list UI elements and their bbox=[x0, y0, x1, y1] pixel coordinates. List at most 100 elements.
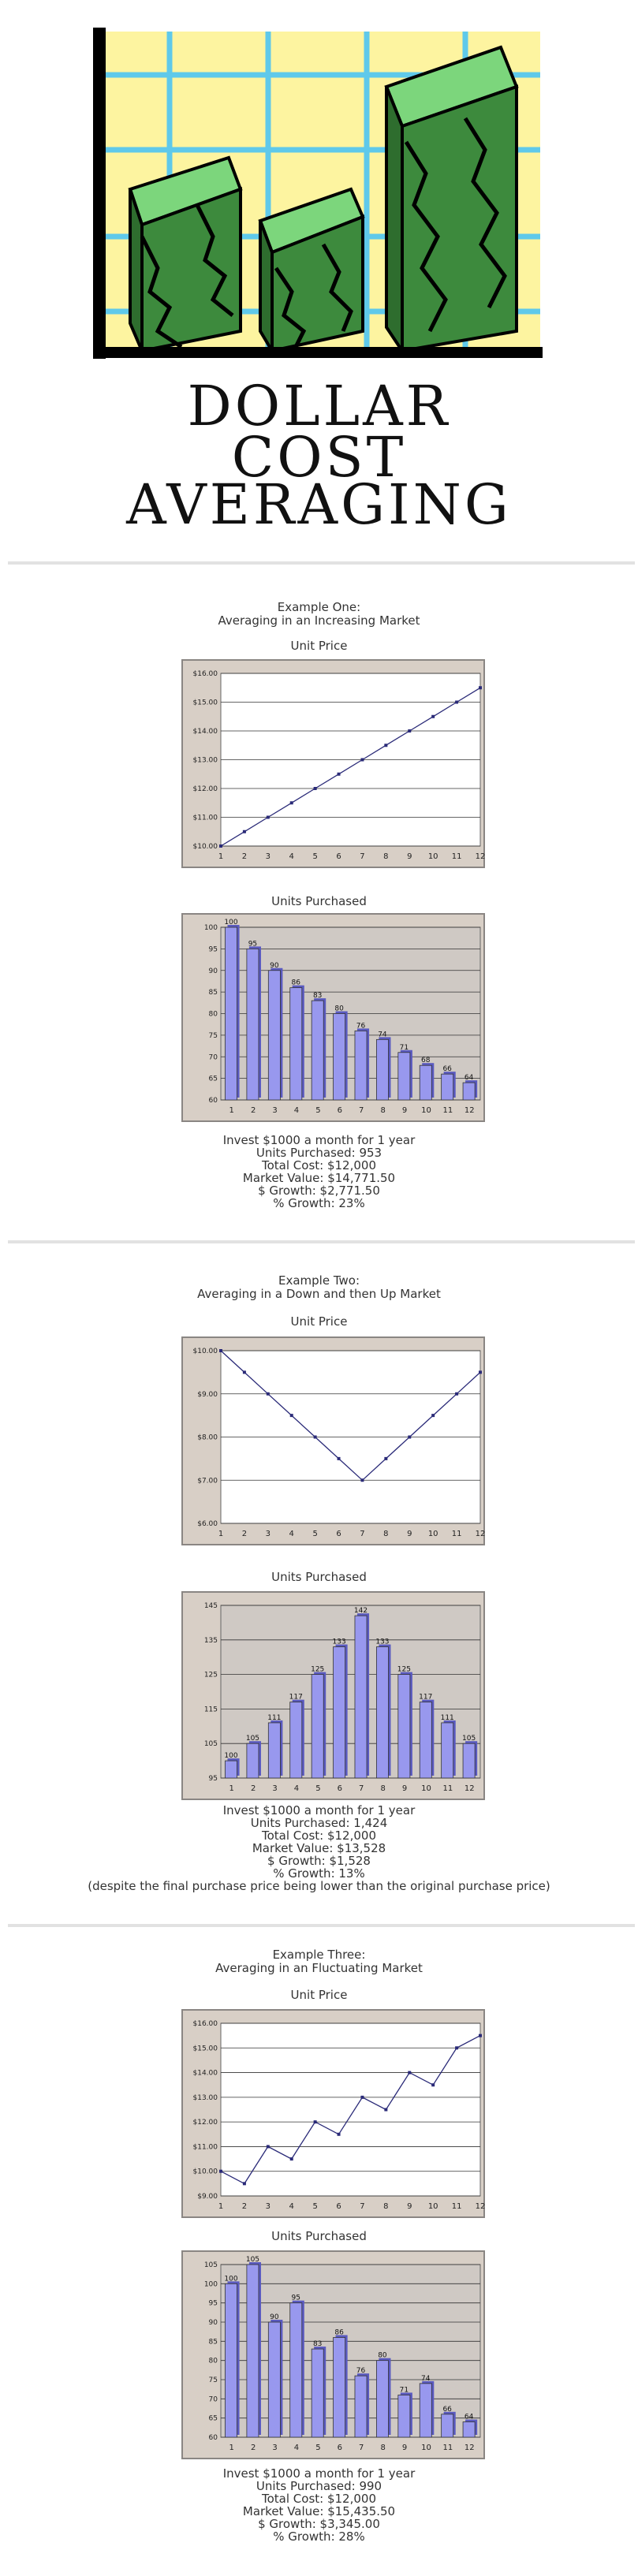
x-tick-label: 2 bbox=[251, 2444, 256, 2452]
x-tick-label: 6 bbox=[338, 1784, 342, 1793]
y-tick-label: 100 bbox=[204, 924, 218, 932]
data-point bbox=[408, 1435, 412, 1439]
data-point bbox=[479, 1370, 482, 1374]
x-tick-label: 6 bbox=[336, 852, 341, 861]
example-2-heading: Example Two: Averaging in a Down and the… bbox=[0, 1274, 638, 1301]
bar bbox=[311, 1674, 324, 1779]
x-tick-label: 1 bbox=[229, 2444, 234, 2452]
bar-value-label: 100 bbox=[224, 919, 237, 926]
x-tick-label: 4 bbox=[294, 1106, 299, 1115]
data-point bbox=[408, 2071, 412, 2075]
ex3-units-chart: 60 65 70 75 80 85 90 95 100 105 100 1 105 2 90 3 95 4 83 5 8… bbox=[181, 2250, 485, 2459]
y-tick-label: $10.00 bbox=[193, 843, 218, 851]
x-tick-label: 12 bbox=[476, 1530, 486, 1538]
y-tick-label: 65 bbox=[209, 2415, 218, 2423]
example-1-heading: Example One: Averaging in an Increasing … bbox=[0, 601, 638, 628]
data-point bbox=[455, 700, 459, 704]
x-tick-label: 1 bbox=[218, 1530, 223, 1538]
data-point bbox=[289, 2157, 293, 2161]
data-point bbox=[289, 801, 293, 805]
x-tick-label: 2 bbox=[251, 1106, 256, 1115]
summary-line: % Growth: 13% bbox=[273, 1866, 365, 1881]
bar-value-label: 105 bbox=[246, 1735, 259, 1743]
x-tick-label: 10 bbox=[428, 2202, 438, 2211]
x-tick-label: 9 bbox=[402, 1784, 407, 1793]
section-divider bbox=[8, 1240, 635, 1243]
x-tick-label: 11 bbox=[443, 1784, 453, 1793]
plot-area bbox=[220, 1605, 481, 1779]
page-title-line-3: AVERAGING bbox=[126, 472, 512, 537]
x-tick-label: 9 bbox=[407, 1530, 412, 1538]
bar-value-label: 133 bbox=[333, 1638, 346, 1646]
y-tick-label: 75 bbox=[209, 1032, 218, 1040]
bar-value-label: 100 bbox=[224, 1752, 237, 1760]
chart-title: Units Purchased bbox=[271, 2229, 367, 2243]
bar bbox=[246, 2264, 259, 2438]
x-tick-label: 7 bbox=[359, 1784, 364, 1793]
x-tick-label: 11 bbox=[452, 1530, 462, 1538]
y-tick-label: $12.00 bbox=[193, 785, 218, 793]
y-tick-label: $15.00 bbox=[193, 699, 218, 707]
bar-value-label: 74 bbox=[378, 1031, 387, 1038]
x-tick-label: 8 bbox=[380, 1784, 385, 1793]
y-tick-label: 75 bbox=[209, 2377, 218, 2384]
y-tick-label: 105 bbox=[204, 2261, 218, 2269]
bar-value-label: 125 bbox=[397, 1666, 411, 1674]
y-tick-label: $14.00 bbox=[193, 2070, 218, 2078]
y-tick-label: $11.00 bbox=[193, 2143, 218, 2151]
data-point bbox=[431, 2083, 435, 2087]
y-tick-label: $10.00 bbox=[193, 1348, 218, 1355]
data-point bbox=[479, 2034, 482, 2037]
section-divider bbox=[8, 561, 635, 565]
bar-value-label: 76 bbox=[356, 2367, 366, 2375]
x-tick-label: 1 bbox=[218, 2202, 223, 2211]
bar-value-label: 117 bbox=[289, 1694, 303, 1702]
bar bbox=[419, 1064, 432, 1101]
bar bbox=[246, 948, 259, 1101]
page-title-line-2: COST bbox=[231, 425, 407, 490]
example-3-heading: Example Three: Averaging in an Fluctuati… bbox=[0, 1948, 638, 1975]
y-tick-label: $8.00 bbox=[197, 1434, 218, 1442]
bar-value-label: 95 bbox=[292, 2295, 300, 2302]
x-tick-label: 10 bbox=[428, 1530, 438, 1538]
bar bbox=[397, 1674, 411, 1779]
x-tick-label: 12 bbox=[465, 1106, 475, 1115]
data-point bbox=[337, 772, 341, 776]
x-tick-label: 7 bbox=[360, 1530, 364, 1538]
x-tick-label: 5 bbox=[315, 1106, 320, 1115]
example-heading-line-2: Averaging in an Increasing Market bbox=[218, 613, 420, 628]
page-title-line-1: DOLLAR bbox=[187, 374, 451, 438]
summary-line: Units Purchased: 990 bbox=[256, 2479, 382, 2493]
data-point bbox=[384, 744, 388, 747]
chart-title: Unit Price bbox=[290, 1988, 348, 2002]
bar bbox=[311, 2348, 324, 2438]
x-tick-label: 12 bbox=[465, 1784, 475, 1793]
y-tick-label: 125 bbox=[204, 1672, 218, 1679]
x-tick-label: 4 bbox=[294, 2444, 299, 2452]
y-tick-label: 65 bbox=[209, 1076, 218, 1083]
y-tick-label: $6.00 bbox=[197, 1520, 218, 1528]
x-tick-label: 6 bbox=[338, 2444, 342, 2452]
example-1-summary: Invest $1000 a month for 1 year Units Pu… bbox=[0, 1134, 638, 1210]
y-tick-label: 105 bbox=[204, 1740, 218, 1748]
bar bbox=[375, 2360, 389, 2438]
x-tick-label: 5 bbox=[312, 1530, 317, 1538]
y-tick-label: 60 bbox=[209, 2434, 218, 2442]
bar bbox=[225, 2283, 237, 2438]
y-tick-label: $11.00 bbox=[193, 815, 218, 822]
summary-line: Invest $1000 a month for 1 year bbox=[222, 2466, 416, 2481]
bar bbox=[354, 1030, 368, 1101]
data-point bbox=[360, 758, 364, 762]
data-point bbox=[360, 1478, 364, 1482]
summary-line: Units Purchased: 953 bbox=[256, 1146, 382, 1160]
x-tick-label: 4 bbox=[289, 2202, 294, 2211]
y-tick-label: 95 bbox=[209, 945, 218, 953]
bar bbox=[419, 1702, 432, 1779]
x-tick-label: 3 bbox=[272, 1784, 277, 1793]
x-tick-label: 8 bbox=[383, 852, 388, 861]
money-stack-icon bbox=[258, 187, 365, 357]
data-point bbox=[313, 1435, 317, 1439]
x-tick-label: 1 bbox=[229, 1106, 234, 1115]
y-tick-label: $10.00 bbox=[193, 2168, 218, 2176]
bar bbox=[462, 1082, 476, 1101]
